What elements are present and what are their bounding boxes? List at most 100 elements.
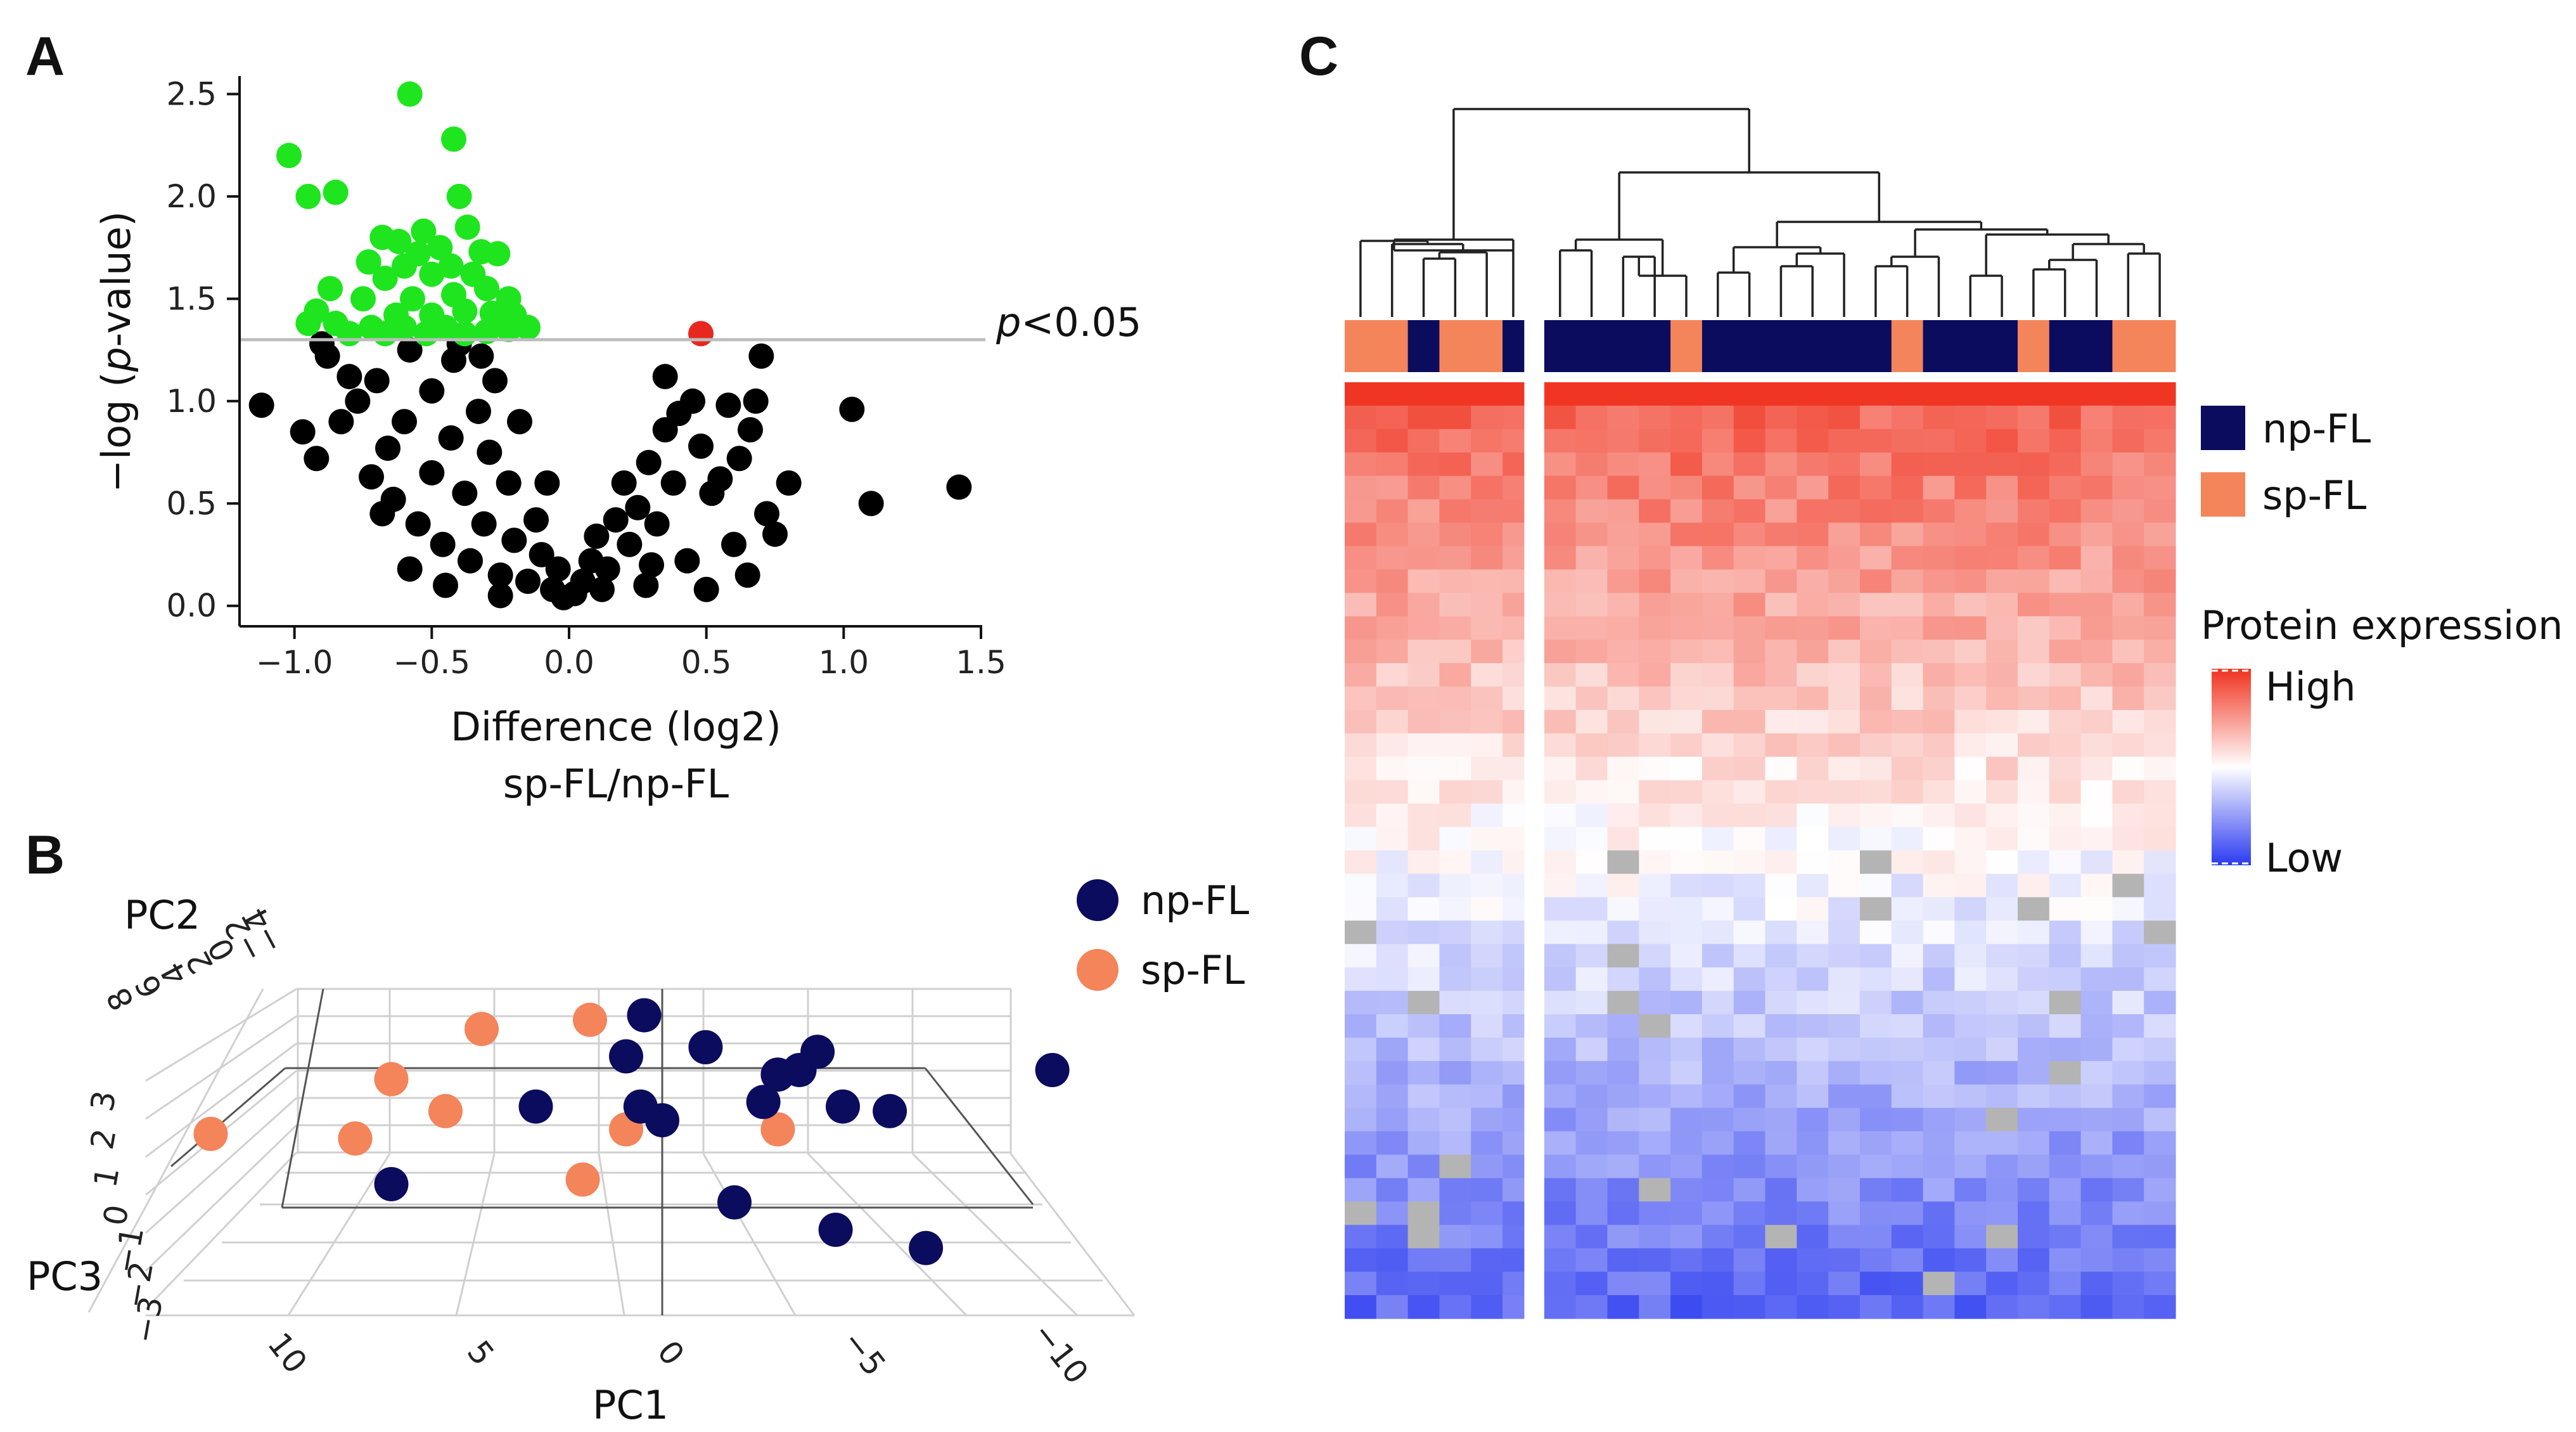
heatmap-cell xyxy=(1376,593,1409,617)
heatmap-cell xyxy=(2017,1154,2050,1179)
heatmap-cell xyxy=(1607,522,1639,547)
heatmap-cell xyxy=(2017,850,2050,875)
heatmap-cell xyxy=(1701,687,1734,711)
heatmap-cell xyxy=(1439,1201,1471,1225)
heatmap-cell xyxy=(1503,1014,1525,1038)
volcano-point-not-significant xyxy=(644,511,670,537)
heatmap-cell xyxy=(1439,1154,1471,1179)
pca-pc3-tick-label: −2 xyxy=(116,1259,160,1312)
heatmap-cell xyxy=(1345,709,1377,734)
heatmap-cell xyxy=(2080,756,2113,781)
heatmap-cell xyxy=(1828,522,1861,547)
volcano-point-not-significant xyxy=(545,556,571,582)
heatmap-cell xyxy=(1639,874,1671,898)
heatmap-cell xyxy=(2049,593,2082,617)
heatmap-cell xyxy=(1544,569,1577,593)
heatmap-cell xyxy=(1503,546,1525,570)
heatmap-cell xyxy=(1439,780,1471,804)
heatmap-cell xyxy=(1376,687,1409,711)
heatmap-cell xyxy=(1639,429,1671,453)
heatmap-cell xyxy=(1439,499,1471,524)
heatmap-cell xyxy=(1954,756,1987,781)
heatmap-cell xyxy=(1923,1178,1955,1202)
heatmap-cell xyxy=(1376,1107,1409,1132)
heatmap-cell xyxy=(1828,850,1861,875)
heatmap-cell xyxy=(1923,546,1955,570)
heatmap-cell xyxy=(1407,733,1440,758)
volcano-point-not-significant xyxy=(707,466,733,492)
volcano-point-not-significant xyxy=(674,548,700,574)
heatmap-cell xyxy=(1986,733,2018,758)
heatmap-cell xyxy=(1765,1061,1797,1085)
heatmap-cell xyxy=(1345,640,1377,664)
heatmap-cell xyxy=(2144,967,2176,991)
heatmap-cell xyxy=(1859,1131,1892,1156)
heatmap-cell xyxy=(1575,1201,1608,1225)
heatmap-cell xyxy=(1407,663,1440,687)
heatmap-cell xyxy=(2080,944,2113,968)
legend-c-np-swatch xyxy=(2201,406,2245,450)
heatmap-cell xyxy=(1407,640,1440,664)
volcano-point-not-significant xyxy=(603,507,629,533)
heatmap-cell xyxy=(1503,803,1525,828)
heatmap-cell xyxy=(1828,429,1861,453)
heatmap-cell xyxy=(1376,640,1409,664)
heatmap-cell xyxy=(1575,1107,1608,1132)
heatmap-cell xyxy=(1986,1225,2018,1249)
heatmap-cell xyxy=(1607,709,1639,734)
heatmap-cell xyxy=(1797,452,1829,477)
heatmap-cell xyxy=(1954,1014,1987,1038)
heatmap-cell xyxy=(1765,827,1797,851)
heatmap-cell xyxy=(1575,1084,1608,1109)
heatmap-cell xyxy=(1797,1225,1829,1249)
heatmap-cell xyxy=(1986,920,2018,945)
heatmap-cell xyxy=(1575,593,1608,617)
heatmap-cell xyxy=(1765,780,1797,804)
heatmap-cell xyxy=(1607,1014,1639,1038)
heatmap-cell xyxy=(1923,1154,1955,1179)
heatmap-cell xyxy=(1607,1107,1639,1132)
heatmap-cell xyxy=(1954,640,1987,664)
heatmap-cell xyxy=(1765,452,1797,477)
heatmap-cell xyxy=(1607,475,1639,500)
heatmap-cell xyxy=(1923,616,1955,640)
heatmap-cell xyxy=(1471,499,1503,524)
heatmap-cell xyxy=(1345,1248,1377,1272)
heatmap-cell xyxy=(1733,593,1766,617)
volcano-point-not-significant xyxy=(688,433,714,459)
heatmap-cell xyxy=(1471,405,1503,430)
heatmap-cell xyxy=(1503,967,1525,991)
heatmap-cell xyxy=(1733,640,1766,664)
heatmap-cell xyxy=(1376,663,1409,687)
heatmap-cell xyxy=(1701,569,1734,593)
heatmap-cell xyxy=(1701,663,1734,687)
heatmap-cell xyxy=(1733,616,1766,640)
heatmap-cell xyxy=(1765,405,1797,430)
heatmap-cell xyxy=(1828,897,1861,921)
heatmap-cell xyxy=(1986,452,2018,477)
heatmap-cell xyxy=(1733,1154,1766,1179)
heatmap-cell xyxy=(1986,1272,2018,1296)
heatmap-cell xyxy=(1891,897,1924,921)
heatmap-cell xyxy=(1954,1107,1987,1132)
heatmap-cell xyxy=(1407,850,1440,875)
volcano-point-not-significant xyxy=(680,388,705,414)
heatmap-cell xyxy=(1797,1131,1829,1156)
heatmap-cell xyxy=(1828,709,1861,734)
heatmap-cell xyxy=(1701,1061,1734,1085)
heatmap-cell xyxy=(1923,1014,1955,1038)
heatmap-cell xyxy=(1954,616,1987,640)
heatmap-cell xyxy=(1607,1131,1639,1156)
heatmap-cell xyxy=(1765,1248,1797,1272)
volcano-point-not-significant xyxy=(636,449,662,475)
heatmap-cell xyxy=(1471,827,1503,851)
heatmap-cell xyxy=(1765,1107,1797,1132)
heatmap-cell xyxy=(1828,756,1861,781)
heatmap-cell xyxy=(1765,663,1797,687)
volcano-point-not-significant xyxy=(617,531,643,557)
heatmap-cell xyxy=(1544,452,1577,477)
heatmap-cell xyxy=(2112,850,2144,875)
volcano-point-not-significant xyxy=(762,521,788,547)
heatmap-cell xyxy=(1471,687,1503,711)
heatmap-cell xyxy=(1503,1154,1525,1179)
